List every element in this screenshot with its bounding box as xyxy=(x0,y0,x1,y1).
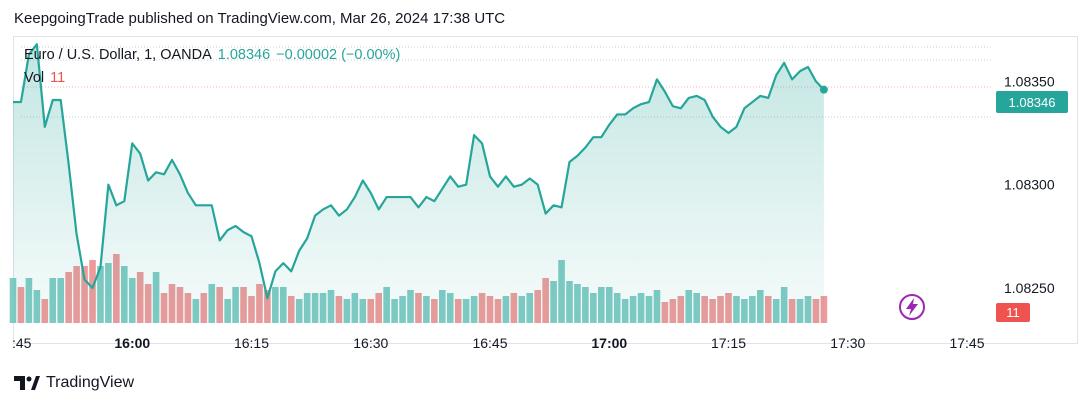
tradingview-brand[interactable]: TradingView xyxy=(14,374,134,392)
time-tick-label: 16:45 xyxy=(472,335,507,351)
price-tick-label: 1.08350 xyxy=(1004,73,1055,89)
time-tick-label: 16:15 xyxy=(234,335,269,351)
time-axis[interactable]: :45 16:00 16:15 16:30 16:45 17:00 17:15 17:30 17… xyxy=(12,335,985,351)
vol-label: Vol xyxy=(24,70,45,86)
time-tick-label: 17:00 xyxy=(591,335,627,351)
last-price-badge xyxy=(996,91,1068,113)
time-tick-label: 16:30 xyxy=(353,335,388,351)
legend-price: 1.08346 xyxy=(217,47,271,63)
price-axis[interactable]: 1.08350 1.08300 1.08250 xyxy=(1004,73,1055,296)
price-line xyxy=(13,43,825,300)
time-tick-label: 17:15 xyxy=(711,335,746,351)
lightning-icon[interactable] xyxy=(899,294,925,320)
tradingview-logo-icon xyxy=(14,376,40,390)
symbol-legend[interactable]: Euro / U.S. Dollar, 1, OANDA 1.08346 −0.00… xyxy=(24,47,400,63)
time-tick-label: 17:30 xyxy=(830,335,865,351)
legend-change: −0.00002 (−0.00%) xyxy=(276,47,401,63)
gridlines xyxy=(21,46,993,118)
vol-value: 11 xyxy=(50,70,66,86)
brand-name: TradingView xyxy=(46,374,135,391)
symbol-name: Euro / U.S. Dollar, 1, OANDA xyxy=(24,47,212,63)
last-volume-label: 11 xyxy=(1006,305,1020,320)
price-tick-label: 1.08250 xyxy=(1004,280,1055,296)
last-volume-badge xyxy=(996,303,1030,322)
publish-line: KeepgoingTrade published on TradingView.… xyxy=(14,10,506,27)
last-price-dot xyxy=(819,85,828,94)
last-price-label: 1.08346 xyxy=(1009,95,1056,110)
time-tick-label: 16:00 xyxy=(114,335,150,351)
price-tick-label: 1.08300 xyxy=(1004,177,1055,193)
time-tick-label: 17:45 xyxy=(949,335,984,351)
price-area xyxy=(13,44,824,323)
volume-legend[interactable]: Vol 11 xyxy=(24,70,65,86)
time-tick-label: :45 xyxy=(12,335,32,351)
